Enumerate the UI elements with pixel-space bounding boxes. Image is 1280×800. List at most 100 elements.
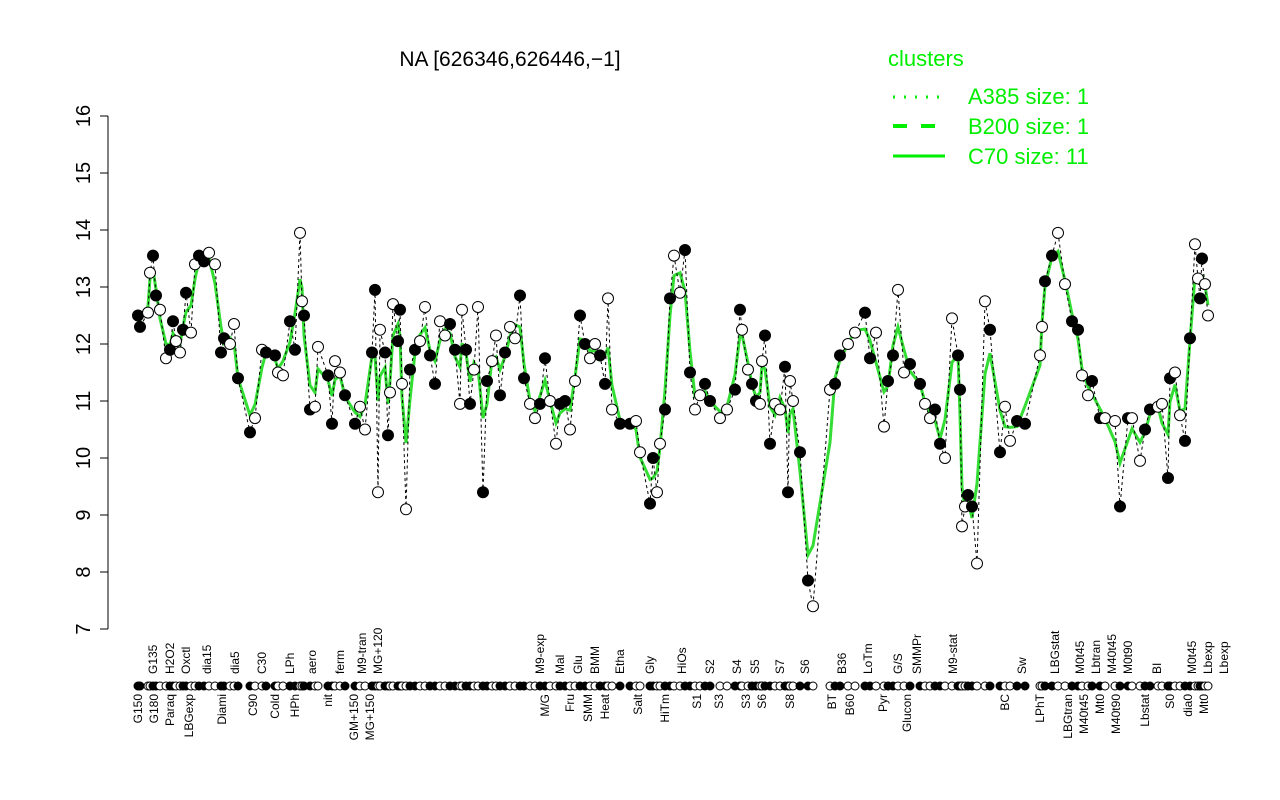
data-point: [659, 403, 671, 416]
data-point: [584, 352, 596, 365]
data-point: [490, 329, 502, 342]
x-tick-label: BMM: [588, 646, 602, 674]
data-point: [374, 323, 386, 336]
data-point: [919, 397, 931, 410]
y-tick-label: 13: [73, 276, 95, 298]
x-tick-label: B36: [835, 652, 849, 674]
x-tick-label: Salt: [631, 693, 645, 714]
data-point: [1169, 366, 1181, 379]
data-point: [787, 395, 799, 407]
x-tick-label: Sw: [1015, 657, 1029, 674]
x-tick-label: Pyr: [876, 694, 890, 712]
data-point: [1034, 349, 1046, 362]
x-tick-label: ferm: [333, 650, 347, 674]
data-point: [514, 289, 526, 302]
data-point: [372, 486, 384, 499]
data-point: [842, 338, 854, 350]
data-point: [499, 346, 511, 359]
data-point: [142, 306, 154, 319]
data-point: [312, 340, 324, 353]
rug-point: [607, 681, 617, 691]
data-point: [1052, 226, 1064, 239]
rug-point: [1100, 681, 1110, 691]
chart-title: NA [626346,626446,−1]: [399, 48, 620, 71]
data-point: [684, 366, 696, 379]
data-point: [1196, 252, 1208, 265]
x-tick-label: LBGstat: [1048, 630, 1062, 674]
data-point: [892, 283, 904, 296]
x-tick-label: Lbexp: [1201, 641, 1215, 674]
x-tick-label: M9-exp: [533, 634, 547, 674]
x-tick-label: S7: [773, 659, 787, 674]
data-point: [606, 403, 618, 416]
x-tick-label: LBGexp: [182, 694, 196, 738]
x-tick-label: S2: [703, 659, 717, 674]
x-tick-label: MG+120: [371, 627, 385, 674]
data-point: [379, 346, 391, 359]
data-point: [1126, 412, 1138, 425]
data-point: [689, 403, 701, 416]
data-point: [994, 446, 1006, 459]
data-point: [630, 414, 642, 427]
data-point: [1099, 412, 1111, 425]
rug-point: [985, 681, 995, 691]
data-point: [651, 486, 663, 499]
x-tick-label: S6: [755, 694, 769, 709]
x-tick-label: Lbtran: [1089, 640, 1103, 674]
rug-point: [340, 681, 350, 691]
x-tick-label: Fru: [563, 694, 577, 712]
data-point: [369, 283, 381, 296]
x-tick-label: M0t45: [1185, 640, 1199, 674]
rug-point: [850, 681, 860, 691]
x-tick-label: Oxctl: [179, 647, 193, 674]
x-tick-label: M40t45: [1077, 694, 1091, 734]
x-tick-label: Lbstat: [1138, 693, 1152, 726]
x-tick-label: BC: [998, 694, 1012, 711]
data-point: [1059, 278, 1071, 291]
data-point: [952, 349, 964, 362]
x-tick-label: Lbexp: [1217, 641, 1231, 674]
x-tick-label: Etha: [613, 649, 627, 674]
data-point: [1046, 249, 1058, 262]
y-tick-label: 15: [73, 162, 95, 184]
data-point: [228, 318, 240, 331]
x-tick-label: aero: [305, 650, 319, 674]
data-point: [334, 366, 346, 379]
data-point: [934, 437, 946, 450]
data-point: [807, 600, 819, 613]
data-point: [167, 315, 179, 328]
legend-entry-a385: A385 size: 1: [968, 84, 1089, 109]
x-tick-label: LBGtran: [1061, 694, 1075, 739]
data-point: [298, 309, 310, 322]
data-point: [704, 395, 716, 407]
data-point: [999, 400, 1011, 413]
x-tick-label: Heat: [598, 693, 612, 719]
data-point: [979, 295, 991, 308]
x-tick-label: dia5: [228, 651, 242, 674]
data-point: [694, 389, 706, 402]
data-point: [339, 389, 351, 402]
rug-point: [615, 681, 625, 691]
x-tick-labels: G135 H2O2 Oxctl dia15 dia5 C30 LPh aero ferm M9-t…: [131, 627, 1231, 740]
data-point: [359, 423, 371, 436]
x-tick-label: LPh: [283, 653, 297, 674]
y-ticks: 7 8 9 10 11 12 13 14 15 16: [73, 105, 108, 635]
data-point: [679, 243, 691, 256]
x-tick-label: Paraq: [163, 694, 177, 726]
data-point: [802, 574, 814, 587]
data-point: [180, 286, 192, 299]
data-point: [759, 329, 771, 342]
data-point: [634, 446, 646, 459]
rug-point: [871, 681, 881, 691]
data-point: [962, 489, 974, 502]
data-point: [849, 326, 861, 339]
y-tick-label: 9: [73, 509, 95, 520]
data-point: [494, 389, 506, 402]
x-tick-label: SMM: [581, 694, 595, 722]
x-tick-label: Gly: [643, 656, 657, 674]
x-tick-label: C30: [255, 652, 269, 674]
data-point: [392, 335, 404, 348]
data-point: [1189, 238, 1201, 251]
x-tick-label: GM+150: [347, 694, 361, 741]
legend: clusters A385 size: 1 B200 size: 1 C70 s…: [888, 46, 1089, 169]
